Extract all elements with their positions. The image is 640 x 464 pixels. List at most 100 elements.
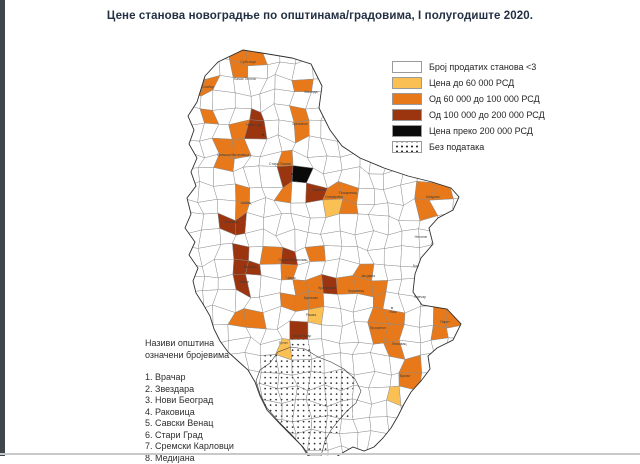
municipality-cell [279,47,297,64]
municipality-cell [430,260,451,275]
municipality-cell [337,119,359,141]
legend-swatch-white [392,61,422,73]
municipality-cell [359,109,374,127]
municipality-cell [290,339,312,360]
municipality-label: Лесковац [392,342,407,346]
municipality-cell [183,46,203,62]
municipality-cell [352,91,374,111]
municipality-cell [170,169,187,188]
municipality-cell [462,374,475,386]
municipality-cell [321,307,342,327]
municipality-label: Шабац [241,201,252,205]
municipality-cell [369,91,385,111]
municipality-cell [430,353,448,373]
legend-item: Број продатих станова <3 [392,59,545,75]
note-spacer [145,361,275,372]
municipality-cell [445,338,467,359]
municipality-cell [185,89,201,109]
numbered-municipality-item: 4. Раковица [145,407,275,419]
municipality-label: Ниш [389,310,396,314]
municipality-cell [465,170,475,189]
municipality-cell [337,140,360,157]
municipality-label: Лозница [224,220,237,224]
municipality-cell [203,276,219,290]
municipality-cell [185,62,205,80]
municipality-label: Зајечар [414,295,426,299]
municipality-label: Зрењанин [292,122,308,126]
municipality-label: Пожаревац [339,191,357,195]
municipality-cell [462,385,475,405]
municipality-cell [418,391,437,406]
legend-item: Цена до 60 000 РСД [392,75,545,91]
municipality-cell [461,306,475,327]
municipality-label: Нови Пазар [293,334,312,338]
legend-label: Број продатих станова <3 [429,62,536,72]
municipality-label: Тутин [279,341,288,345]
municipality-label: Прокупље [370,326,386,330]
note-heading-line1: Називи општина [145,338,275,350]
municipality-cell [367,46,385,65]
municipality-label: Неготин [415,235,428,239]
municipality-cell [430,371,448,391]
municipality-cell [338,104,360,127]
municipality-cell [199,305,213,327]
municipality-label: Бачка Топола [234,77,256,81]
note-heading-line2: означени бројевима [145,350,275,362]
legend-swatch-dark [392,109,422,121]
municipality-label: Ваљево [244,265,257,269]
numbered-municipality-item: 2. Звездара [145,384,275,396]
municipality-cell [373,108,390,124]
municipality-cell [445,276,467,295]
municipality-cell [445,260,467,281]
municipality-label: Јагодина [361,274,375,278]
municipality-cell [430,274,448,298]
municipality-cell [460,245,475,262]
municipality-label: Стара Пазова [269,162,291,166]
municipality-cell [170,121,186,140]
municipality-cell [328,76,343,93]
municipality-cell [431,245,451,261]
municipality-cell [433,166,449,183]
municipality-cell [466,402,475,420]
municipality-cell [170,150,189,171]
municipality-cell [445,230,465,248]
municipality-label: Врање [400,374,411,378]
municipality-numbers-note: Називи општина означени бројевима 1. Вра… [145,338,275,464]
municipality-cell [312,57,328,79]
municipality-cell [449,169,467,189]
municipality-cell [452,197,461,213]
municipality-cell [402,417,414,433]
municipality-cell [436,213,452,232]
legend-label: Цена до 60 000 РСД [429,78,514,88]
municipality-cell [417,260,437,278]
municipality-cell [170,89,188,113]
municipality-cell [371,138,390,158]
municipality-cell [213,184,235,201]
municipality-cell [445,357,467,375]
municipality-cell [201,213,219,230]
municipality-cell [170,234,188,250]
municipality-cell [360,140,372,152]
municipality-label: Нови Сад [246,123,261,127]
municipality-label: Кладово [426,195,439,199]
municipality-cell [414,434,437,451]
municipality-cell [213,90,236,110]
legend-swatch-orange [392,93,422,105]
municipality-cell [170,62,186,78]
municipality-cell [326,91,341,107]
municipality-cell [357,188,375,204]
municipality-label: Панчево [312,188,326,192]
numbered-municipality-item: 1. Врачар [145,372,275,384]
municipality-cell [429,418,452,434]
municipality-cell [341,399,353,420]
legend-label: Од 60 000 до 100 000 РСД [429,94,540,104]
municipality-label: Пирот [440,320,450,324]
municipality-cell [449,154,464,169]
municipality-cell [323,46,342,65]
municipality-cell [401,406,418,419]
municipality-cell [414,401,429,418]
municipality-cell [367,64,384,81]
municipality-cell [369,74,384,94]
municipality-cell [448,402,467,420]
municipality-cell [432,433,452,446]
